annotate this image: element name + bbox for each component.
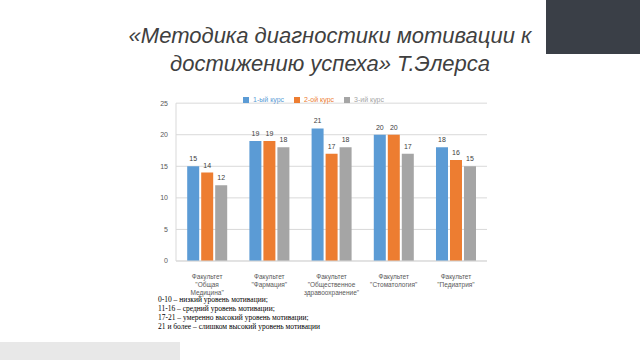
svg-text:"Общая: "Общая — [195, 281, 219, 289]
svg-text:25: 25 — [160, 100, 168, 107]
svg-text:15: 15 — [189, 155, 197, 162]
svg-text:Факультет: Факультет — [316, 273, 347, 281]
svg-text:5: 5 — [164, 226, 168, 233]
svg-text:15: 15 — [466, 155, 474, 162]
svg-text:18: 18 — [342, 136, 350, 143]
html-text:«Методика диагностики мотиваци: «Методика диагностики мотивации к достиж… — [128, 23, 532, 76]
svg-text:"Общественное: "Общественное — [308, 281, 356, 289]
svg-text:12: 12 — [217, 174, 225, 181]
svg-text:20: 20 — [390, 124, 398, 131]
svg-text:"Педиатрия": "Педиатрия" — [437, 281, 475, 289]
svg-text:Факультет: Факультет — [378, 273, 409, 281]
svg-text:19: 19 — [251, 130, 259, 137]
html-text:2-ой курс: 2-ой курс — [304, 96, 334, 103]
html-text:17-21 – умеренно высокий урове: 17-21 – умеренно высокий уровень мотивац… — [158, 313, 309, 322]
svg-text:19: 19 — [265, 130, 273, 137]
svg-text:15: 15 — [160, 163, 168, 170]
svg-text:14: 14 — [203, 162, 211, 169]
svg-text:18: 18 — [279, 136, 287, 143]
svg-text:20: 20 — [160, 131, 168, 138]
html-text:0-10 – низкий уровень мотиваци: 0-10 – низкий уровень мотивации; — [158, 295, 268, 304]
svg-text:"Фармация": "Фармация" — [251, 281, 287, 289]
svg-text:17: 17 — [404, 143, 412, 150]
svg-text:16: 16 — [452, 149, 460, 156]
svg-text:здравоохранение": здравоохранение" — [304, 289, 360, 297]
html-text:1-ый курс: 1-ый курс — [253, 96, 285, 103]
svg-text:10: 10 — [160, 194, 168, 201]
svg-text:Факультет: Факультет — [441, 273, 472, 281]
svg-text:0: 0 — [164, 257, 168, 264]
svg-text:17: 17 — [328, 143, 336, 150]
svg-text:21: 21 — [314, 117, 322, 124]
html-text:21 и более – слишком высокий у: 21 и более – слишком высокий уровень мот… — [158, 322, 321, 331]
svg-text:Факультет: Факультет — [254, 273, 285, 281]
html-text:3-ий курс: 3-ий курс — [354, 96, 384, 103]
svg-text:Факультет: Факультет — [192, 273, 223, 281]
html-text:11-16 – средний уровень мотива: 11-16 – средний уровень мотивации; — [158, 304, 275, 313]
svg-text:Медицина": Медицина" — [190, 289, 224, 296]
svg-text:20: 20 — [376, 124, 384, 131]
svg-text:"Стоматология": "Стоматология" — [370, 281, 418, 288]
svg-text:18: 18 — [438, 136, 446, 143]
